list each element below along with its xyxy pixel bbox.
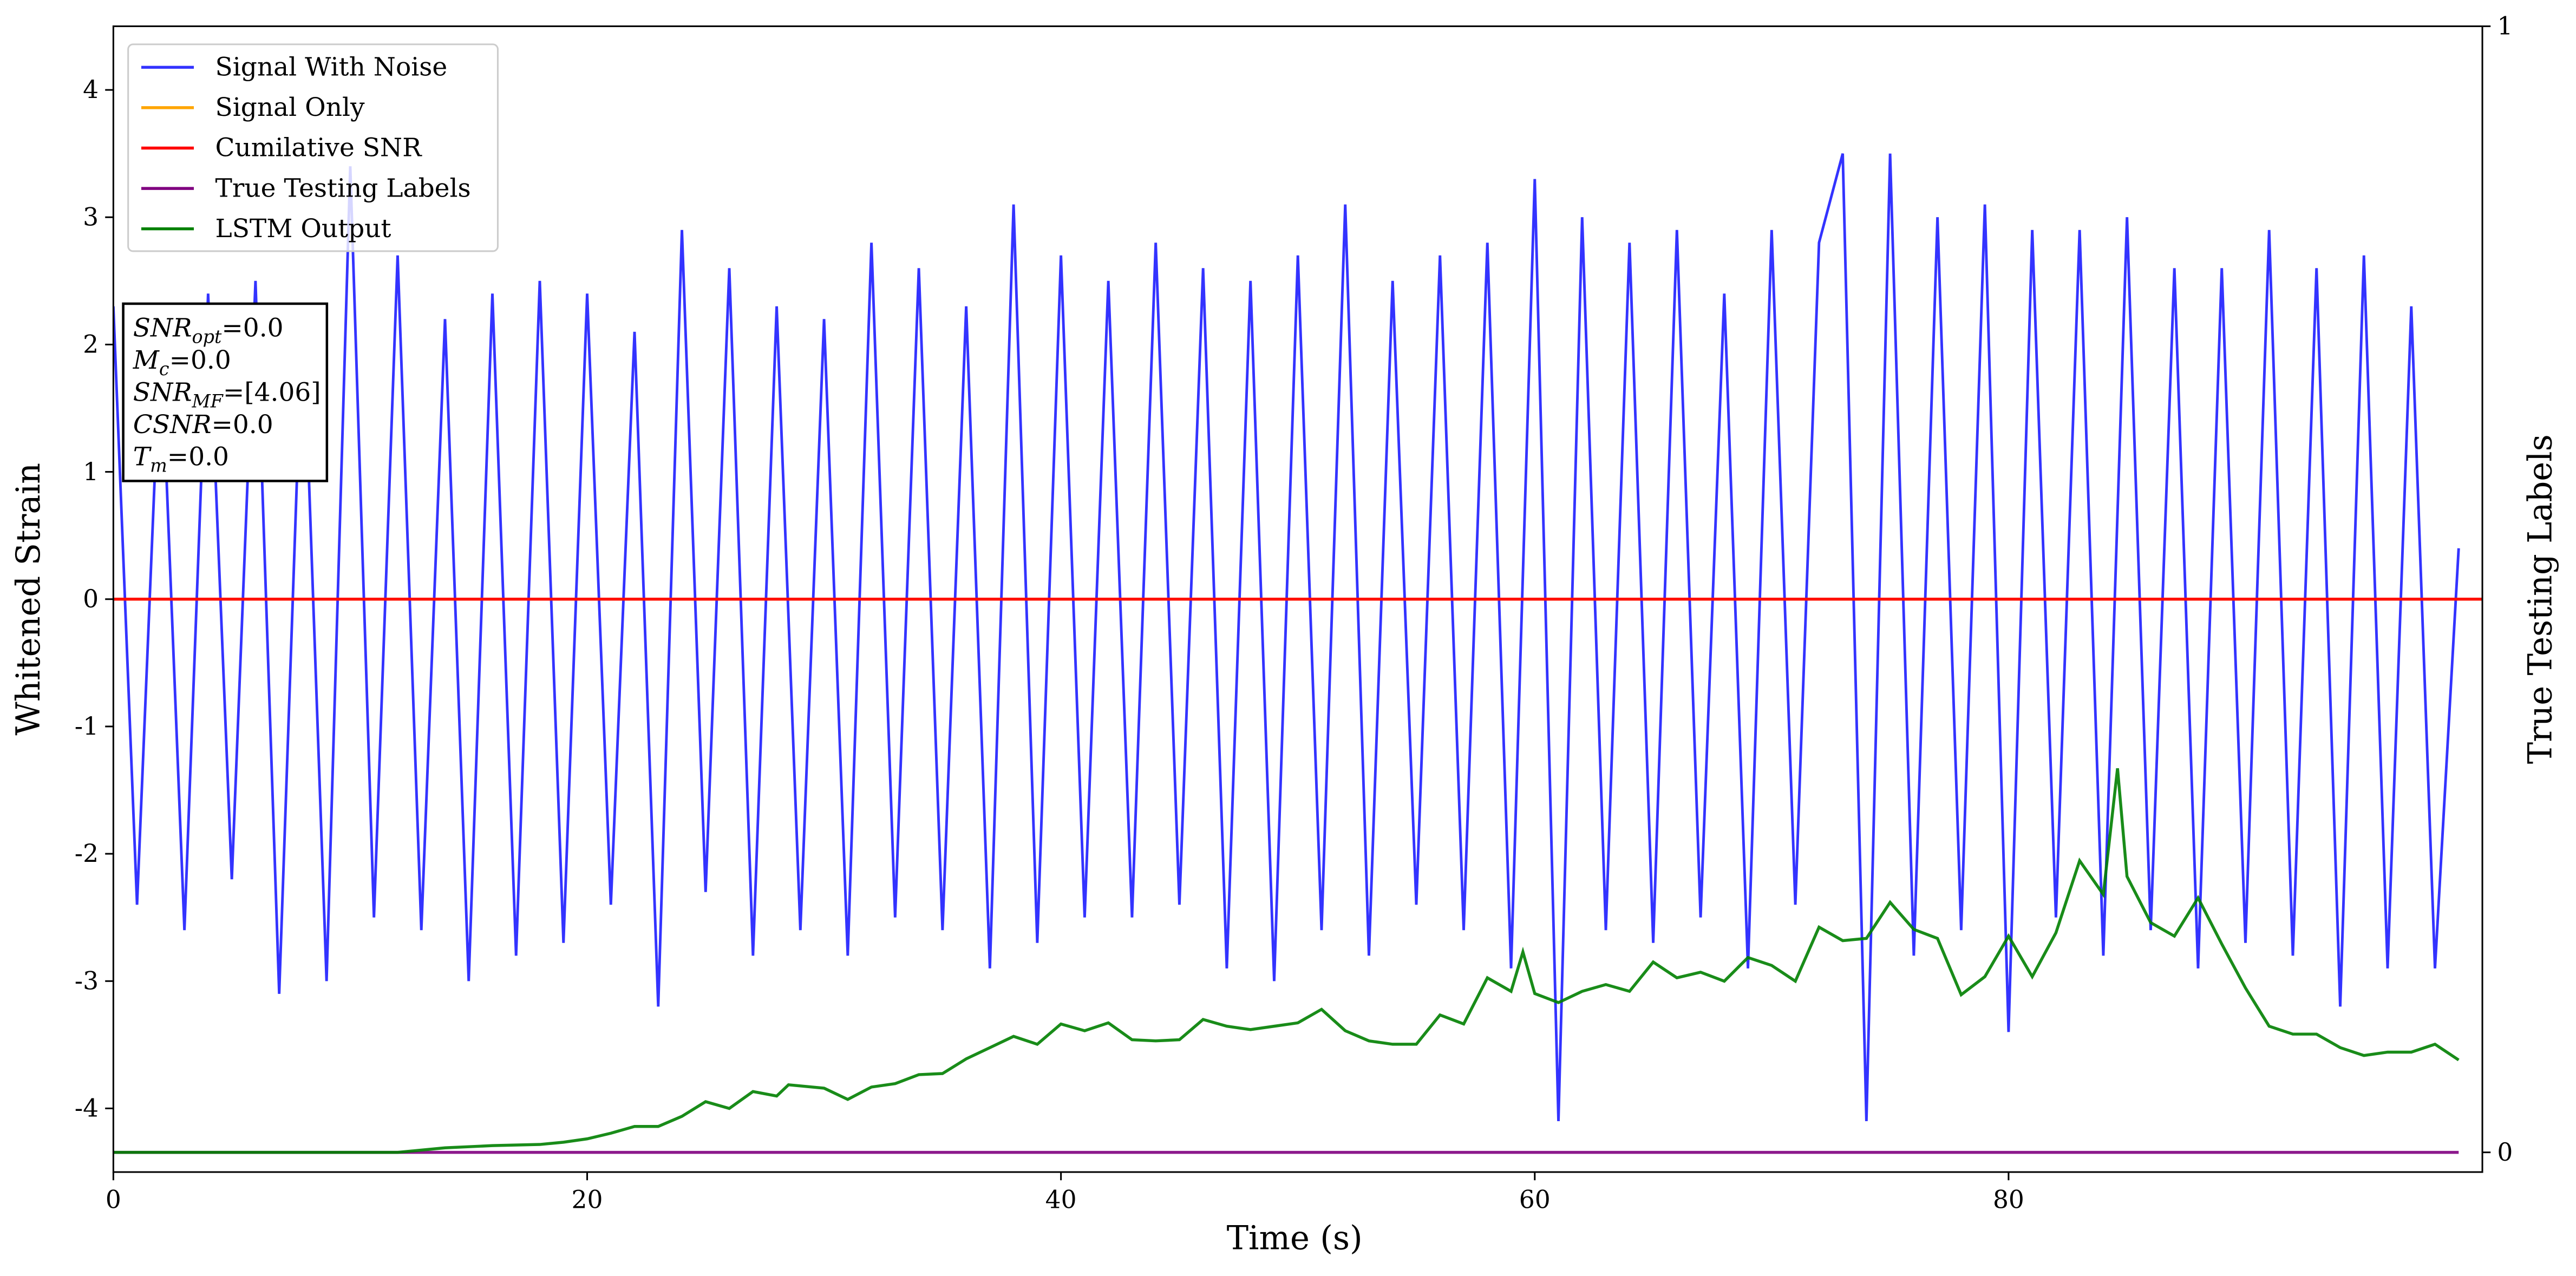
annotation-line: Mc=0.0 <box>133 345 231 379</box>
legend-label: Signal With Noise <box>215 52 448 82</box>
y-tick-label: 0 <box>83 585 99 613</box>
y-tick-label: -1 <box>75 712 99 741</box>
annotation-sub: c <box>159 358 169 379</box>
x-axis-label: Time (s) <box>1227 1220 1363 1258</box>
legend-label: Signal Only <box>215 93 365 122</box>
annotation-rest: =[4.06] <box>223 377 321 407</box>
annotation-sub: opt <box>192 326 222 348</box>
annotation-rest: =0.0 <box>169 345 231 375</box>
legend-label: LSTM Output <box>215 214 391 244</box>
y-tick-label: 2 <box>83 330 99 359</box>
annotation-rest: =0.0 <box>167 442 229 472</box>
annotation-base: CSNR <box>133 410 212 440</box>
annotation-base: T <box>133 442 152 472</box>
y-tick-label: -4 <box>75 1094 99 1123</box>
y-tick-label: 1 <box>83 457 99 486</box>
x-tick-label: 40 <box>1045 1186 1077 1214</box>
annotation-sub: MF <box>192 391 224 412</box>
annotation-line: Tm=0.0 <box>133 442 229 476</box>
annotation-sub: m <box>150 455 167 476</box>
annotation-base: SNR <box>133 313 192 343</box>
y-tick-label: 3 <box>83 202 99 231</box>
y2-tick-label: 0 <box>2497 1138 2513 1167</box>
annotation-rest: =0.0 <box>221 313 283 343</box>
annotation-frame <box>122 302 329 482</box>
annotation-line: CSNR=0.0 <box>133 410 273 440</box>
series-line <box>113 768 2460 1154</box>
legend-frame <box>127 43 499 252</box>
legend-label: True Testing Labels <box>215 173 471 203</box>
y-tick-label: -2 <box>75 839 99 868</box>
x-tick-label: 80 <box>1993 1186 2024 1214</box>
x-tick-label: 60 <box>1519 1186 1551 1214</box>
annotation-line: SNRopt=0.0 <box>133 313 284 348</box>
y2-tick-label: 1 <box>2497 12 2513 41</box>
series-line <box>113 153 2460 1122</box>
annotation-rest: =0.0 <box>212 410 273 440</box>
legend-label: Cumilative SNR <box>215 133 423 163</box>
annotation-base: M <box>133 345 160 375</box>
annotation-base: SNR <box>133 377 192 407</box>
annotation: SNRopt=0.0Mc=0.0SNRMF=[4.06]CSNR=0.0Tm=0… <box>122 302 329 482</box>
y-tick-label: 4 <box>83 75 99 104</box>
y2-axis-label: True Testing Labels <box>2521 434 2559 764</box>
x-tick-label: 20 <box>572 1186 603 1214</box>
x-tick-label: 0 <box>106 1186 121 1214</box>
legend: Signal With Noise Signal Only Cumilative S… <box>127 43 499 252</box>
annotation-line: SNRMF=[4.06] <box>133 377 321 411</box>
y-axis-label: Whitened Strain <box>10 463 48 736</box>
y-tick-label: -3 <box>75 966 99 995</box>
